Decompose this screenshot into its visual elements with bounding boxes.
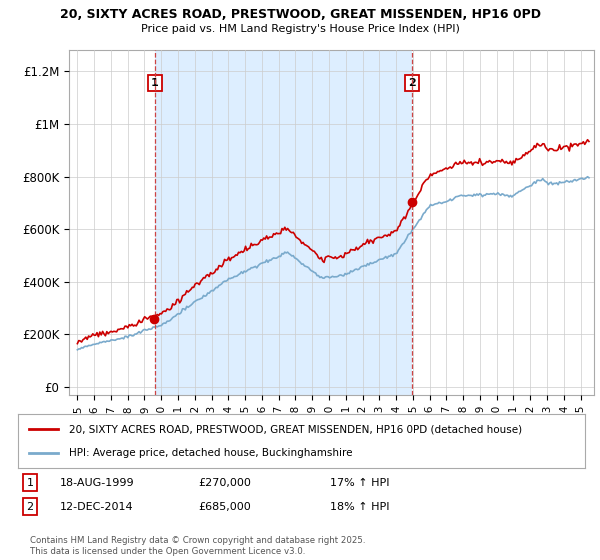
Text: 1: 1: [26, 478, 34, 488]
Text: 1: 1: [151, 78, 159, 88]
Text: £270,000: £270,000: [198, 478, 251, 488]
Text: 20, SIXTY ACRES ROAD, PRESTWOOD, GREAT MISSENDEN, HP16 0PD: 20, SIXTY ACRES ROAD, PRESTWOOD, GREAT M…: [59, 8, 541, 21]
Text: 12-DEC-2014: 12-DEC-2014: [60, 502, 134, 512]
Text: £685,000: £685,000: [198, 502, 251, 512]
Text: 17% ↑ HPI: 17% ↑ HPI: [330, 478, 389, 488]
Bar: [155, 50, 412, 395]
Text: HPI: Average price, detached house, Buckinghamshire: HPI: Average price, detached house, Buck…: [69, 447, 353, 458]
Text: 2: 2: [408, 78, 416, 88]
Text: 18-AUG-1999: 18-AUG-1999: [60, 478, 134, 488]
Text: 20, SIXTY ACRES ROAD, PRESTWOOD, GREAT MISSENDEN, HP16 0PD (detached house): 20, SIXTY ACRES ROAD, PRESTWOOD, GREAT M…: [69, 424, 522, 435]
Text: Price paid vs. HM Land Registry's House Price Index (HPI): Price paid vs. HM Land Registry's House …: [140, 24, 460, 34]
Text: 2: 2: [26, 502, 34, 512]
Text: Contains HM Land Registry data © Crown copyright and database right 2025.
This d: Contains HM Land Registry data © Crown c…: [30, 536, 365, 556]
Text: 18% ↑ HPI: 18% ↑ HPI: [330, 502, 389, 512]
